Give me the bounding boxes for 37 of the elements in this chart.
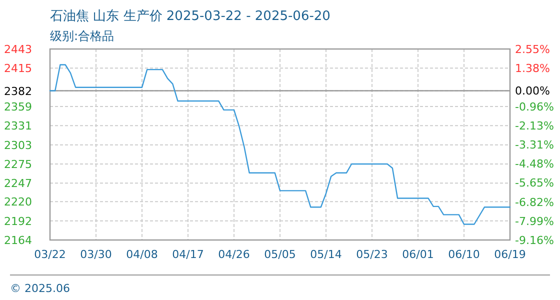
x-tick-label: 06/01 <box>402 248 434 261</box>
y-tick-label: 2247 <box>4 177 32 190</box>
x-tick-label: 06/19 <box>494 248 526 261</box>
y2-tick-label: -9.16% <box>515 234 554 247</box>
x-tick-label: 03/30 <box>80 248 112 261</box>
x-tick-label: 06/10 <box>448 248 480 261</box>
y2-tick-label: -0.96% <box>515 100 554 114</box>
y2-tick-label: -4.48% <box>515 158 554 171</box>
y2-tick-label: 0.00% <box>515 84 550 98</box>
x-tick-label: 04/26 <box>218 248 250 261</box>
x-tick-label: 05/05 <box>264 248 296 261</box>
y-tick-label: 2220 <box>4 196 32 209</box>
x-tick-label: 05/23 <box>356 248 388 261</box>
y2-tick-label: -7.99% <box>515 214 554 228</box>
x-tick-label: 03/22 <box>34 248 66 261</box>
chart-title: 石油焦 山东 生产价 2025-03-22 - 2025-06-20 <box>50 9 330 24</box>
x-tick-label: 04/17 <box>172 248 204 261</box>
y2-tick-label: -6.82% <box>515 196 554 209</box>
y-tick-label: 2443 <box>4 43 32 56</box>
chart-subtitle: 级别:合格品 <box>50 29 114 43</box>
y-tick-label: 2192 <box>4 214 32 228</box>
y2-tick-label: -3.31% <box>515 138 554 152</box>
line-series <box>49 64 511 225</box>
y-tick-label: 2415 <box>4 62 32 76</box>
y2-tick-label: 1.38% <box>515 62 550 76</box>
x-tick-label: 04/08 <box>126 248 158 261</box>
y-tick-label: 2164 <box>4 234 32 247</box>
x-tick-label: 05/14 <box>310 248 342 261</box>
y2-tick-label: 2.55% <box>515 43 550 56</box>
y-tick-label: 2382 <box>4 84 32 98</box>
y2-tick-label: -5.65% <box>515 176 554 190</box>
y2-tick-label: -2.13% <box>515 119 554 132</box>
y-tick-label: 2359 <box>4 100 32 114</box>
y-tick-label: 2303 <box>4 138 32 152</box>
y-tick-label: 2331 <box>4 120 32 133</box>
y-tick-label: 2275 <box>4 158 32 172</box>
text: © 2025.06 <box>10 282 70 295</box>
